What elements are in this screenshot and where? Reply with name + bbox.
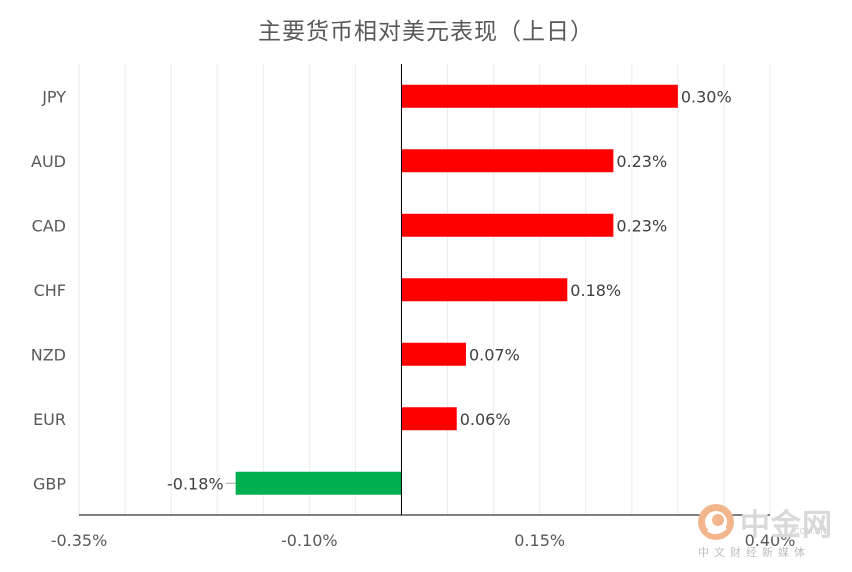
label-layer: JPY 0.30% AUD 0.23% CAD 0.23% CHF 0.18% NZD 0.07%… (31, 87, 796, 550)
category-label: CAD (32, 216, 66, 235)
bar-nzd (401, 342, 466, 366)
data-label: 0.23% (616, 216, 667, 235)
bar-gbp (235, 471, 402, 495)
watermark-logo: 中金网 COM.CN 中文财经新媒体 (696, 500, 846, 566)
data-label: 0.06% (460, 410, 511, 429)
x-tick-label: -0.35% (51, 531, 108, 550)
bar-cad (401, 213, 614, 237)
category-label: GBP (33, 474, 66, 493)
bar-eur (401, 407, 457, 431)
data-label: 0.30% (681, 87, 732, 106)
watermark-domain: COM.CN (794, 527, 827, 536)
bar-chf (401, 278, 568, 302)
watermark-subtitle: 中文财经新媒体 (698, 546, 810, 559)
x-tick-label: 0.40% (745, 531, 796, 550)
watermark-name: 中金网 (740, 508, 833, 543)
bar-jpy (401, 84, 678, 108)
bar-aud (401, 149, 614, 173)
category-label: EUR (33, 410, 66, 429)
axis-layer (79, 64, 770, 516)
category-label: JPY (41, 87, 66, 106)
x-tick-label: -0.10% (281, 531, 338, 550)
x-tick-label: 0.15% (514, 531, 565, 550)
category-label: CHF (34, 281, 66, 300)
data-label: 0.18% (570, 281, 621, 300)
data-label: 0.23% (616, 152, 667, 171)
chart-title: 主要货币相对美元表现（上日） (258, 19, 594, 45)
data-label: 0.07% (469, 345, 520, 364)
data-label: -0.18% (167, 474, 224, 493)
bar-layer (235, 84, 678, 495)
zhongjin-logo-icon (698, 504, 734, 540)
category-label: NZD (31, 345, 66, 364)
category-label: AUD (31, 152, 66, 171)
